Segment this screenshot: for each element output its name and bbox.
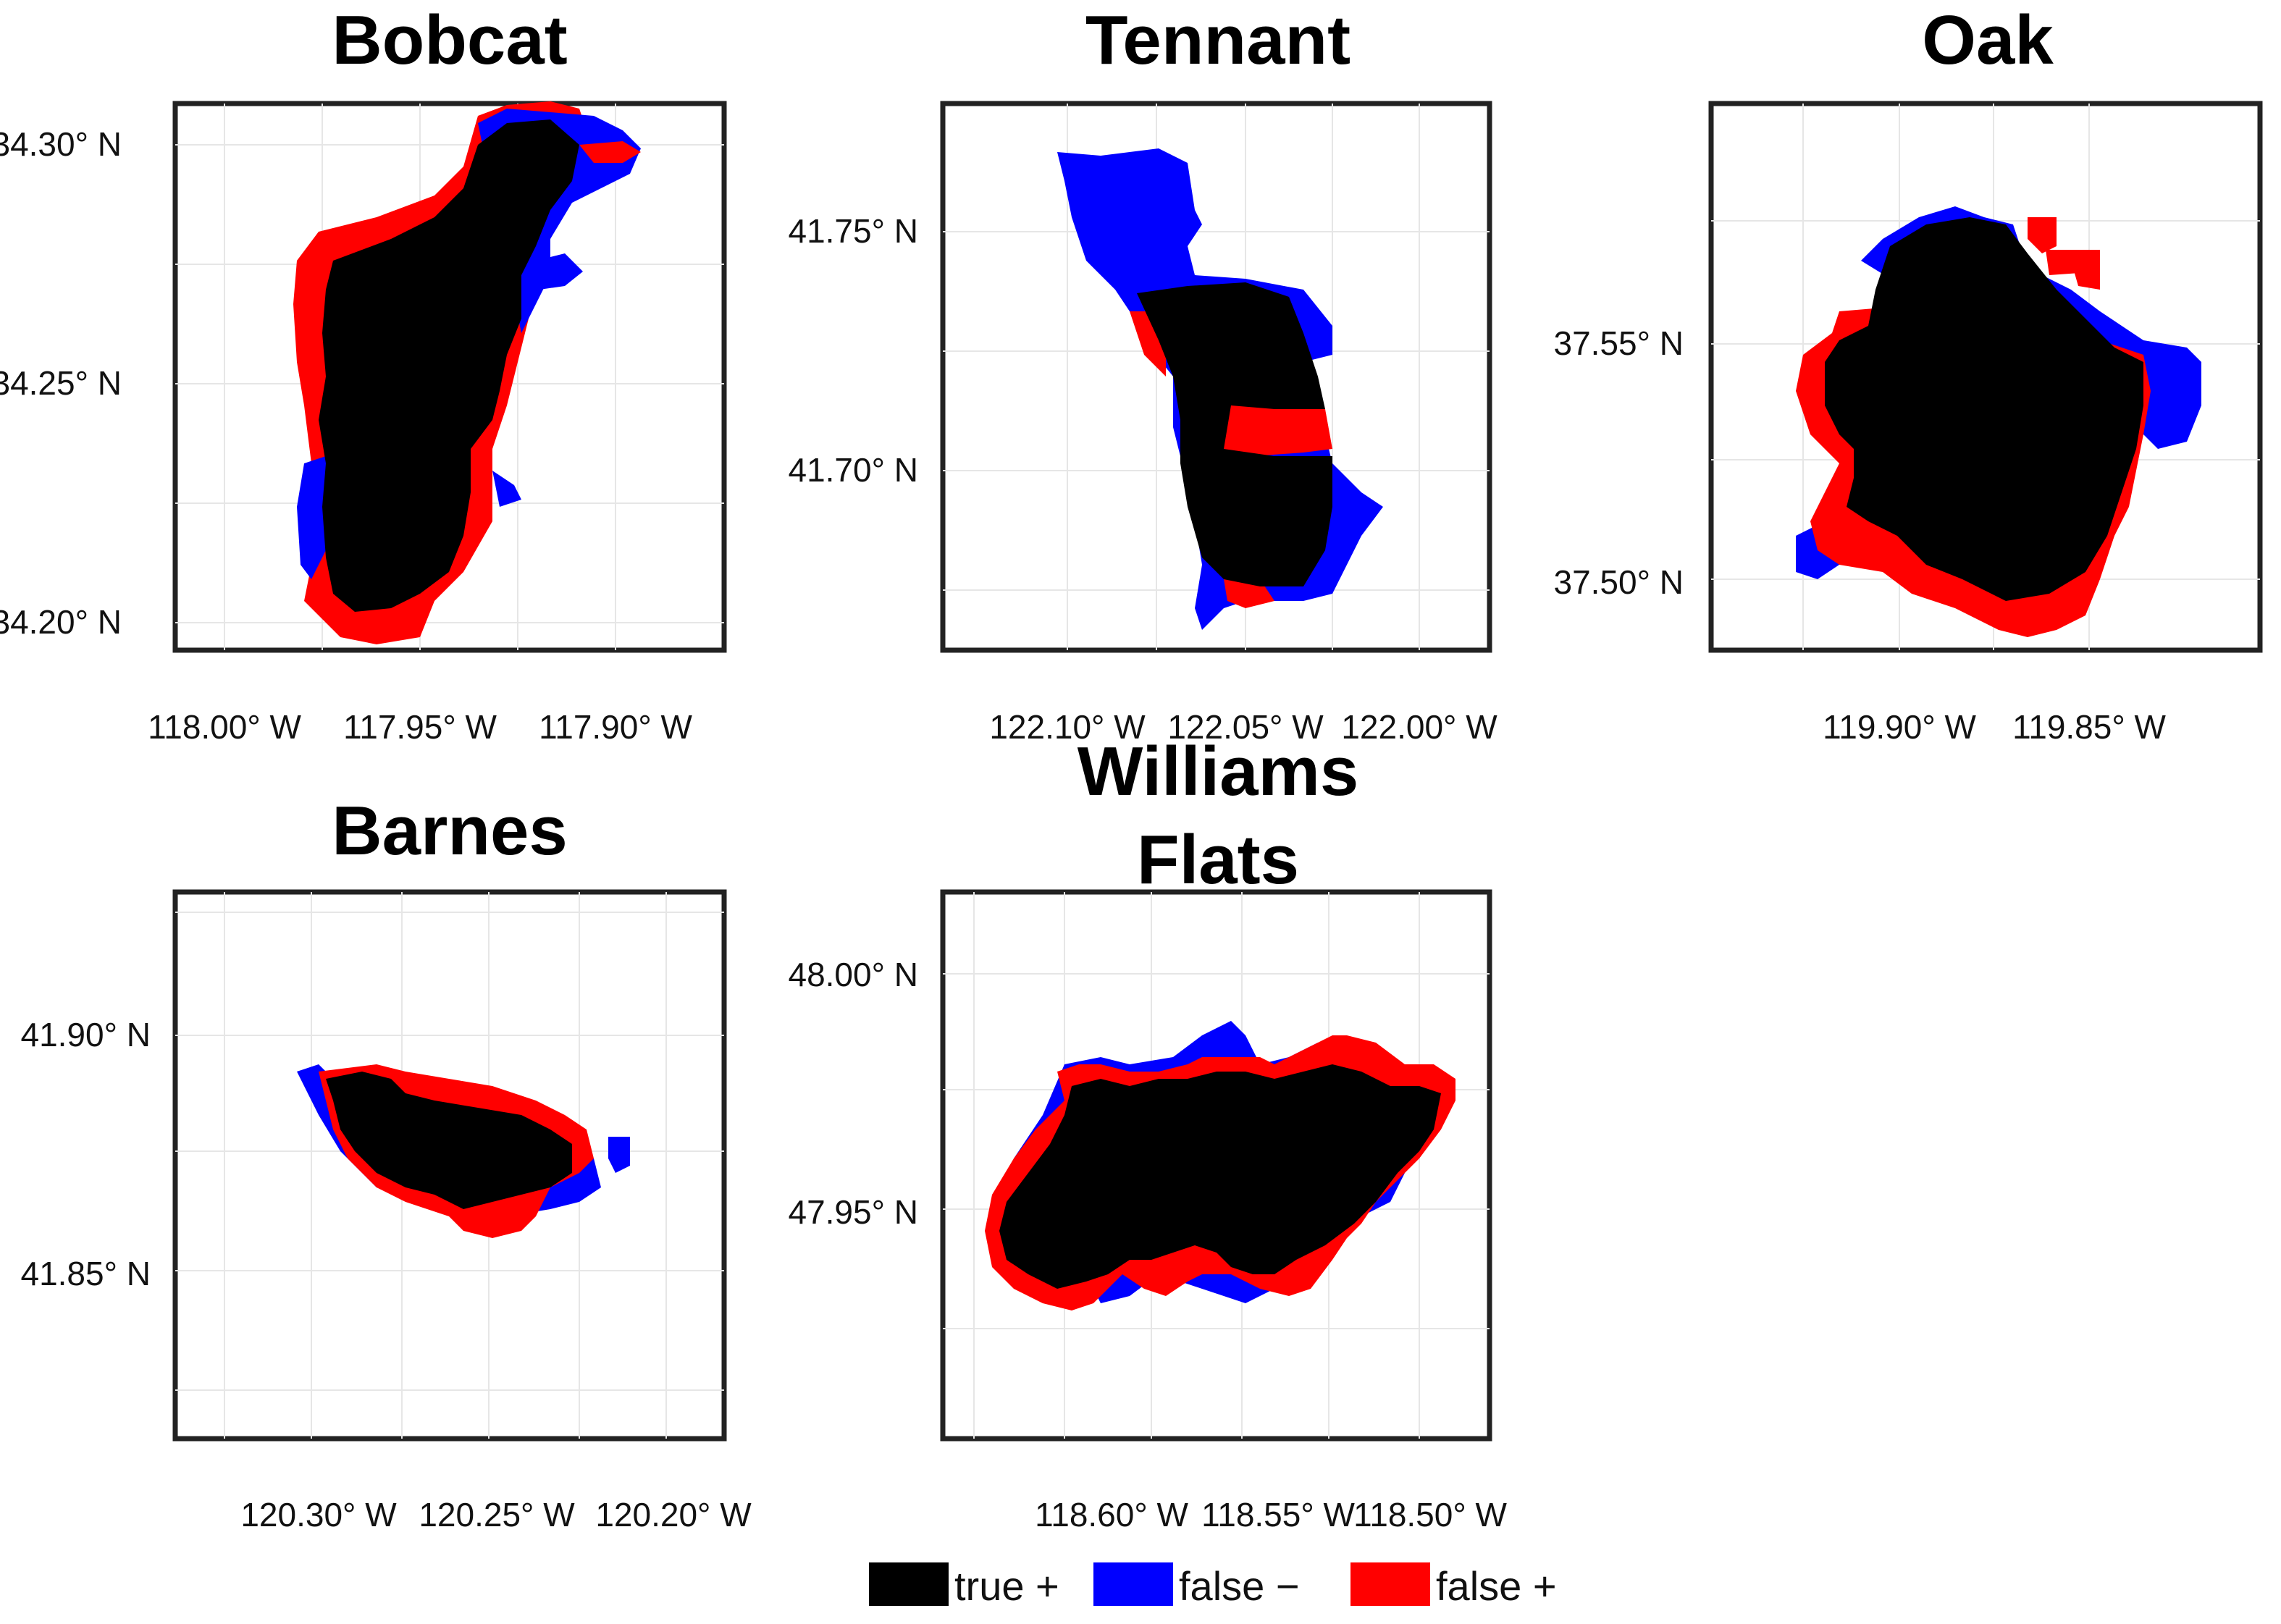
panel-title-williams-flats-line2: Flats: [1137, 821, 1299, 899]
legend-label-false-negative: false −: [1179, 1563, 1300, 1609]
burn-area-barnes: [297, 1064, 630, 1238]
lon-tick-label: 122.10° W: [989, 708, 1146, 746]
legend-swatch-false-negative: [1093, 1562, 1173, 1606]
burn-area-tennant: [1057, 148, 1383, 630]
legend-swatch-false-positive: [1350, 1562, 1430, 1606]
lat-tick-label: 41.70° N: [788, 451, 918, 489]
lon-tick-label: 118.50° W: [1353, 1496, 1507, 1533]
lon-tick-label: 118.00° W: [148, 708, 301, 746]
lon-tick-label: 119.85° W: [2012, 708, 2166, 746]
true-positive-region: [1137, 282, 1332, 586]
lat-tick-label: 41.75° N: [788, 212, 918, 250]
lon-ticks-bobcat: 118.00° W 117.95° W 117.90° W: [148, 708, 692, 746]
legend-label-false-positive: false +: [1436, 1563, 1557, 1609]
lon-ticks-williams-flats: 118.60° W 118.55° W 118.50° W: [1035, 1496, 1507, 1533]
panel-title-bobcat: Bobcat: [332, 1, 567, 79]
lon-tick-label: 118.60° W: [1035, 1496, 1188, 1533]
lon-ticks-oak: 119.90° W 119.85° W: [1823, 708, 2166, 746]
lon-ticks-barnes: 120.30° W 120.25° W 120.20° W: [240, 1496, 752, 1533]
burn-area-williams-flats: [985, 1021, 1455, 1310]
false-negative-region: [608, 1137, 630, 1173]
burn-area-oak: [1796, 206, 2201, 637]
panel-barnes: Barnes 41.90° N 41.85° N 120.30° W: [20, 792, 752, 1533]
false-negative-region: [536, 253, 583, 290]
lat-tick-label: 47.95° N: [788, 1193, 918, 1231]
lat-tick-label: 37.55° N: [1553, 324, 1684, 362]
false-positive-region: [1224, 405, 1332, 456]
lat-ticks-tennant: 41.75° N 41.70° N: [788, 212, 918, 489]
panel-title-williams-flats: Williams: [1078, 733, 1359, 810]
lat-tick-label: 34.20° N: [0, 603, 122, 641]
lon-tick-label: 120.30° W: [240, 1496, 397, 1533]
burn-area-bobcat: [293, 101, 641, 644]
lat-tick-label: 41.90° N: [20, 1016, 151, 1053]
lat-ticks-barnes: 41.90° N 41.85° N: [20, 1016, 151, 1292]
panel-title-barnes: Barnes: [332, 792, 568, 870]
legend-swatch-true-positive: [869, 1562, 949, 1606]
panel-williams-flats: Williams Flats 48.00° N 47.95° N 118.60°…: [788, 733, 1507, 1533]
panel-oak: Oak 37.55° N 37.50° N 119.90° W: [1553, 1, 2263, 746]
panel-bobcat: Bobcat 34.30° N 34.25° N 34.20° N: [0, 1, 727, 746]
lon-tick-label: 120.20° W: [595, 1496, 752, 1533]
legend: true + false − false +: [869, 1562, 1557, 1609]
lon-tick-label: 120.25° W: [419, 1496, 575, 1533]
true-positive-region: [319, 119, 579, 612]
lat-tick-label: 41.85° N: [20, 1255, 151, 1292]
true-positive-region: [326, 1072, 572, 1209]
lon-tick-label: 119.90° W: [1823, 708, 1976, 746]
false-positive-region: [2028, 217, 2057, 253]
lon-tick-label: 117.95° W: [343, 708, 497, 746]
lon-tick-label: 117.90° W: [539, 708, 692, 746]
lon-tick-label: 122.00° W: [1341, 708, 1497, 746]
lon-tick-label: 118.55° W: [1201, 1496, 1355, 1533]
false-positive-region: [579, 141, 641, 163]
lat-ticks-bobcat: 34.30° N 34.25° N 34.20° N: [0, 125, 122, 641]
panel-tennant: Tennant 41.75° N 41.70° N 122.10° W 12: [788, 1, 1497, 746]
lon-ticks-tennant: 122.10° W 122.05° W 122.00° W: [989, 708, 1497, 746]
panel-title-oak: Oak: [1922, 1, 2054, 79]
lat-ticks-williams-flats: 48.00° N 47.95° N: [788, 956, 918, 1231]
lat-ticks-oak: 37.55° N 37.50° N: [1553, 324, 1684, 601]
panel-title-tennant: Tennant: [1085, 1, 1350, 79]
lat-tick-label: 34.25° N: [0, 364, 122, 402]
true-positive-region: [1825, 217, 2143, 601]
lat-tick-label: 34.30° N: [0, 125, 122, 163]
legend-label-true-positive: true +: [954, 1563, 1059, 1609]
false-positive-region: [2071, 261, 2100, 290]
true-positive-region: [999, 1064, 1441, 1289]
lat-tick-label: 48.00° N: [788, 956, 918, 993]
false-negative-region: [492, 471, 521, 507]
lat-tick-label: 37.50° N: [1553, 563, 1684, 601]
lon-tick-label: 122.05° W: [1167, 708, 1324, 746]
